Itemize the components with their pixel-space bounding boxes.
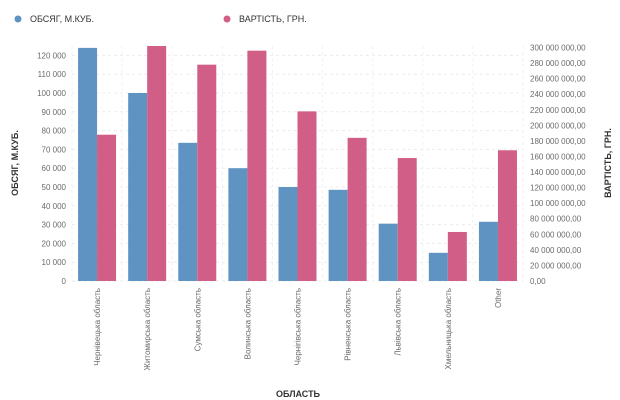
category-label: Львівська область (394, 288, 403, 356)
bar-cost[interactable] (97, 134, 117, 281)
legend-label-volume: ОБСЯГ, М.КУБ. (30, 14, 94, 24)
category-label: Житомирська область (143, 288, 152, 370)
category-label: Чернігівська область (294, 288, 303, 365)
bar-volume[interactable] (228, 168, 248, 281)
left-tick-label: 30 000 (42, 221, 67, 230)
legend-marker-volume (14, 15, 22, 23)
category-label: Хмельницька область (444, 288, 453, 369)
right-tick-label: 220 000 000,00 (530, 106, 586, 115)
right-tick-label: 260 000 000,00 (530, 75, 586, 84)
bar-cost[interactable] (147, 46, 167, 281)
right-tick-label: 240 000 000,00 (530, 90, 586, 99)
category-label: Рівненська область (344, 288, 353, 361)
bar-volume[interactable] (328, 189, 348, 281)
left-tick-label: 10 000 (42, 258, 67, 267)
x-axis-title: ОБЛАСТЬ (276, 389, 321, 399)
right-axis-ticks: 0,00 20 000 000,00 40 000 000,00 60 000 000… (530, 44, 586, 286)
left-tick-label: 110 000 (38, 70, 67, 79)
left-tick-label: 0 (62, 277, 67, 286)
right-tick-label: 60 000 000,00 (530, 230, 582, 239)
bar-cost[interactable] (447, 231, 467, 281)
bar-cost[interactable] (247, 50, 267, 282)
left-tick-label: 90 000 (42, 108, 67, 117)
category-labels: Чернівецька область Житомирська область Су… (93, 288, 503, 371)
left-tick-label: 100 000 (37, 89, 66, 98)
bar-volume[interactable] (128, 93, 148, 281)
right-tick-label: 80 000 000,00 (530, 215, 582, 224)
bar-cost[interactable] (397, 158, 417, 281)
left-tick-label: 40 000 (42, 202, 67, 211)
category-label: Сумська область (193, 288, 202, 351)
category-label: Other (494, 288, 503, 308)
y-axis-title-right: ВАРТІСТЬ, ГРН. (603, 128, 613, 198)
left-tick-label: 20 000 (42, 239, 67, 248)
bar-cost[interactable] (297, 111, 317, 282)
left-tick-label: 80 000 (42, 127, 67, 136)
bar-volume[interactable] (178, 142, 198, 281)
legend-marker-cost (223, 15, 231, 23)
category-label: Волинська область (243, 288, 252, 359)
left-tick-label: 70 000 (42, 145, 67, 154)
legend-item-volume[interactable]: ОБСЯГ, М.КУБ. (14, 14, 95, 24)
bar-cost[interactable] (197, 64, 217, 281)
right-tick-label: 20 000 000,00 (530, 261, 582, 270)
right-tick-label: 280 000 000,00 (530, 59, 586, 68)
right-tick-label: 300 000 000,00 (530, 44, 586, 53)
left-tick-label: 120 000 (37, 51, 66, 60)
bar-volume[interactable] (278, 187, 298, 281)
right-tick-label: 180 000 000,00 (530, 137, 586, 146)
bar-volume[interactable] (478, 221, 498, 281)
bar-volume[interactable] (378, 223, 398, 281)
right-tick-label: 160 000 000,00 (530, 152, 586, 161)
bar-volume[interactable] (78, 47, 98, 281)
right-tick-label: 200 000 000,00 (530, 121, 586, 130)
y-axis-title-left: ОБСЯГ, М.КУБ. (10, 130, 20, 196)
right-tick-label: 120 000 000,00 (530, 184, 586, 193)
right-tick-label: 140 000 000,00 (530, 168, 586, 177)
right-tick-label: 100 000 000,00 (530, 199, 586, 208)
right-tick-label: 0,00 (530, 277, 546, 286)
left-axis-ticks: 0 10 000 20 000 30 000 40 000 50 000 60 000 70 … (37, 51, 66, 286)
bar-cost[interactable] (347, 137, 367, 281)
bar-volume[interactable] (428, 252, 448, 281)
legend-item-cost[interactable]: ВАРТІСТЬ, ГРН. (223, 14, 307, 24)
legend-label-cost: ВАРТІСТЬ, ГРН. (239, 14, 307, 24)
legend: ОБСЯГ, М.КУБ. ВАРТІСТЬ, ГРН. (14, 14, 307, 24)
category-label: Чернівецька область (93, 288, 102, 366)
bars (78, 46, 517, 282)
left-tick-label: 50 000 (42, 183, 67, 192)
bar-cost[interactable] (497, 150, 517, 281)
right-tick-label: 40 000 000,00 (530, 246, 582, 255)
left-tick-label: 60 000 (42, 164, 67, 173)
